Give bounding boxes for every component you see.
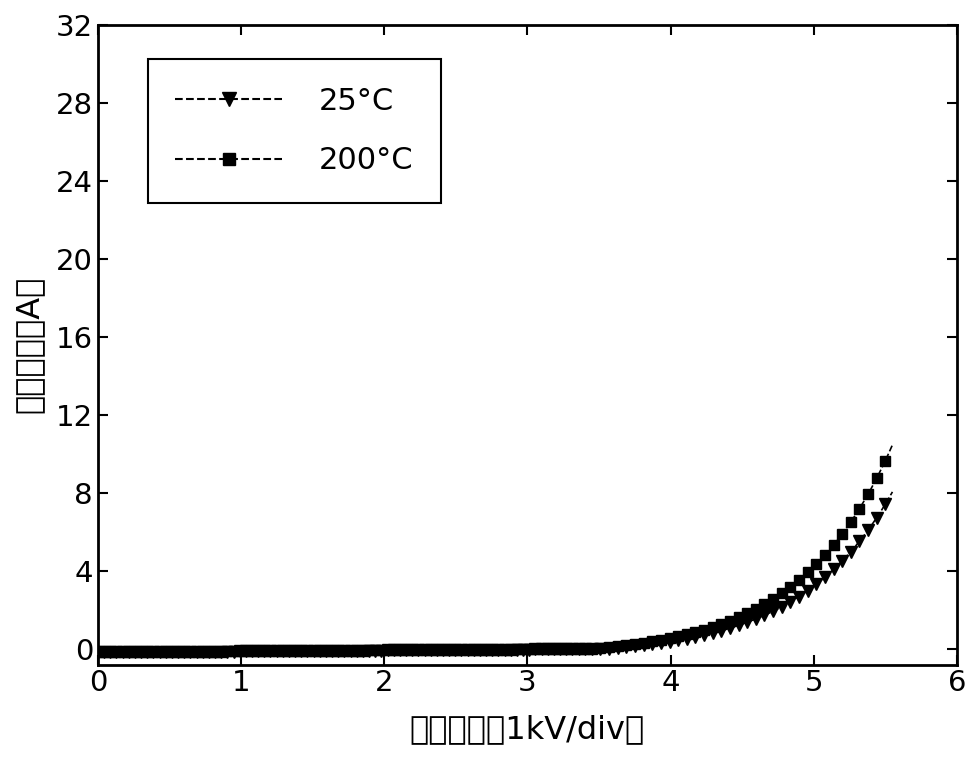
Y-axis label: 正向电流（A）: 正向电流（A）: [14, 276, 45, 414]
Legend: 25°C, 200°C: 25°C, 200°C: [148, 59, 441, 203]
X-axis label: 正向电压（1kV/div）: 正向电压（1kV/div）: [410, 714, 645, 745]
